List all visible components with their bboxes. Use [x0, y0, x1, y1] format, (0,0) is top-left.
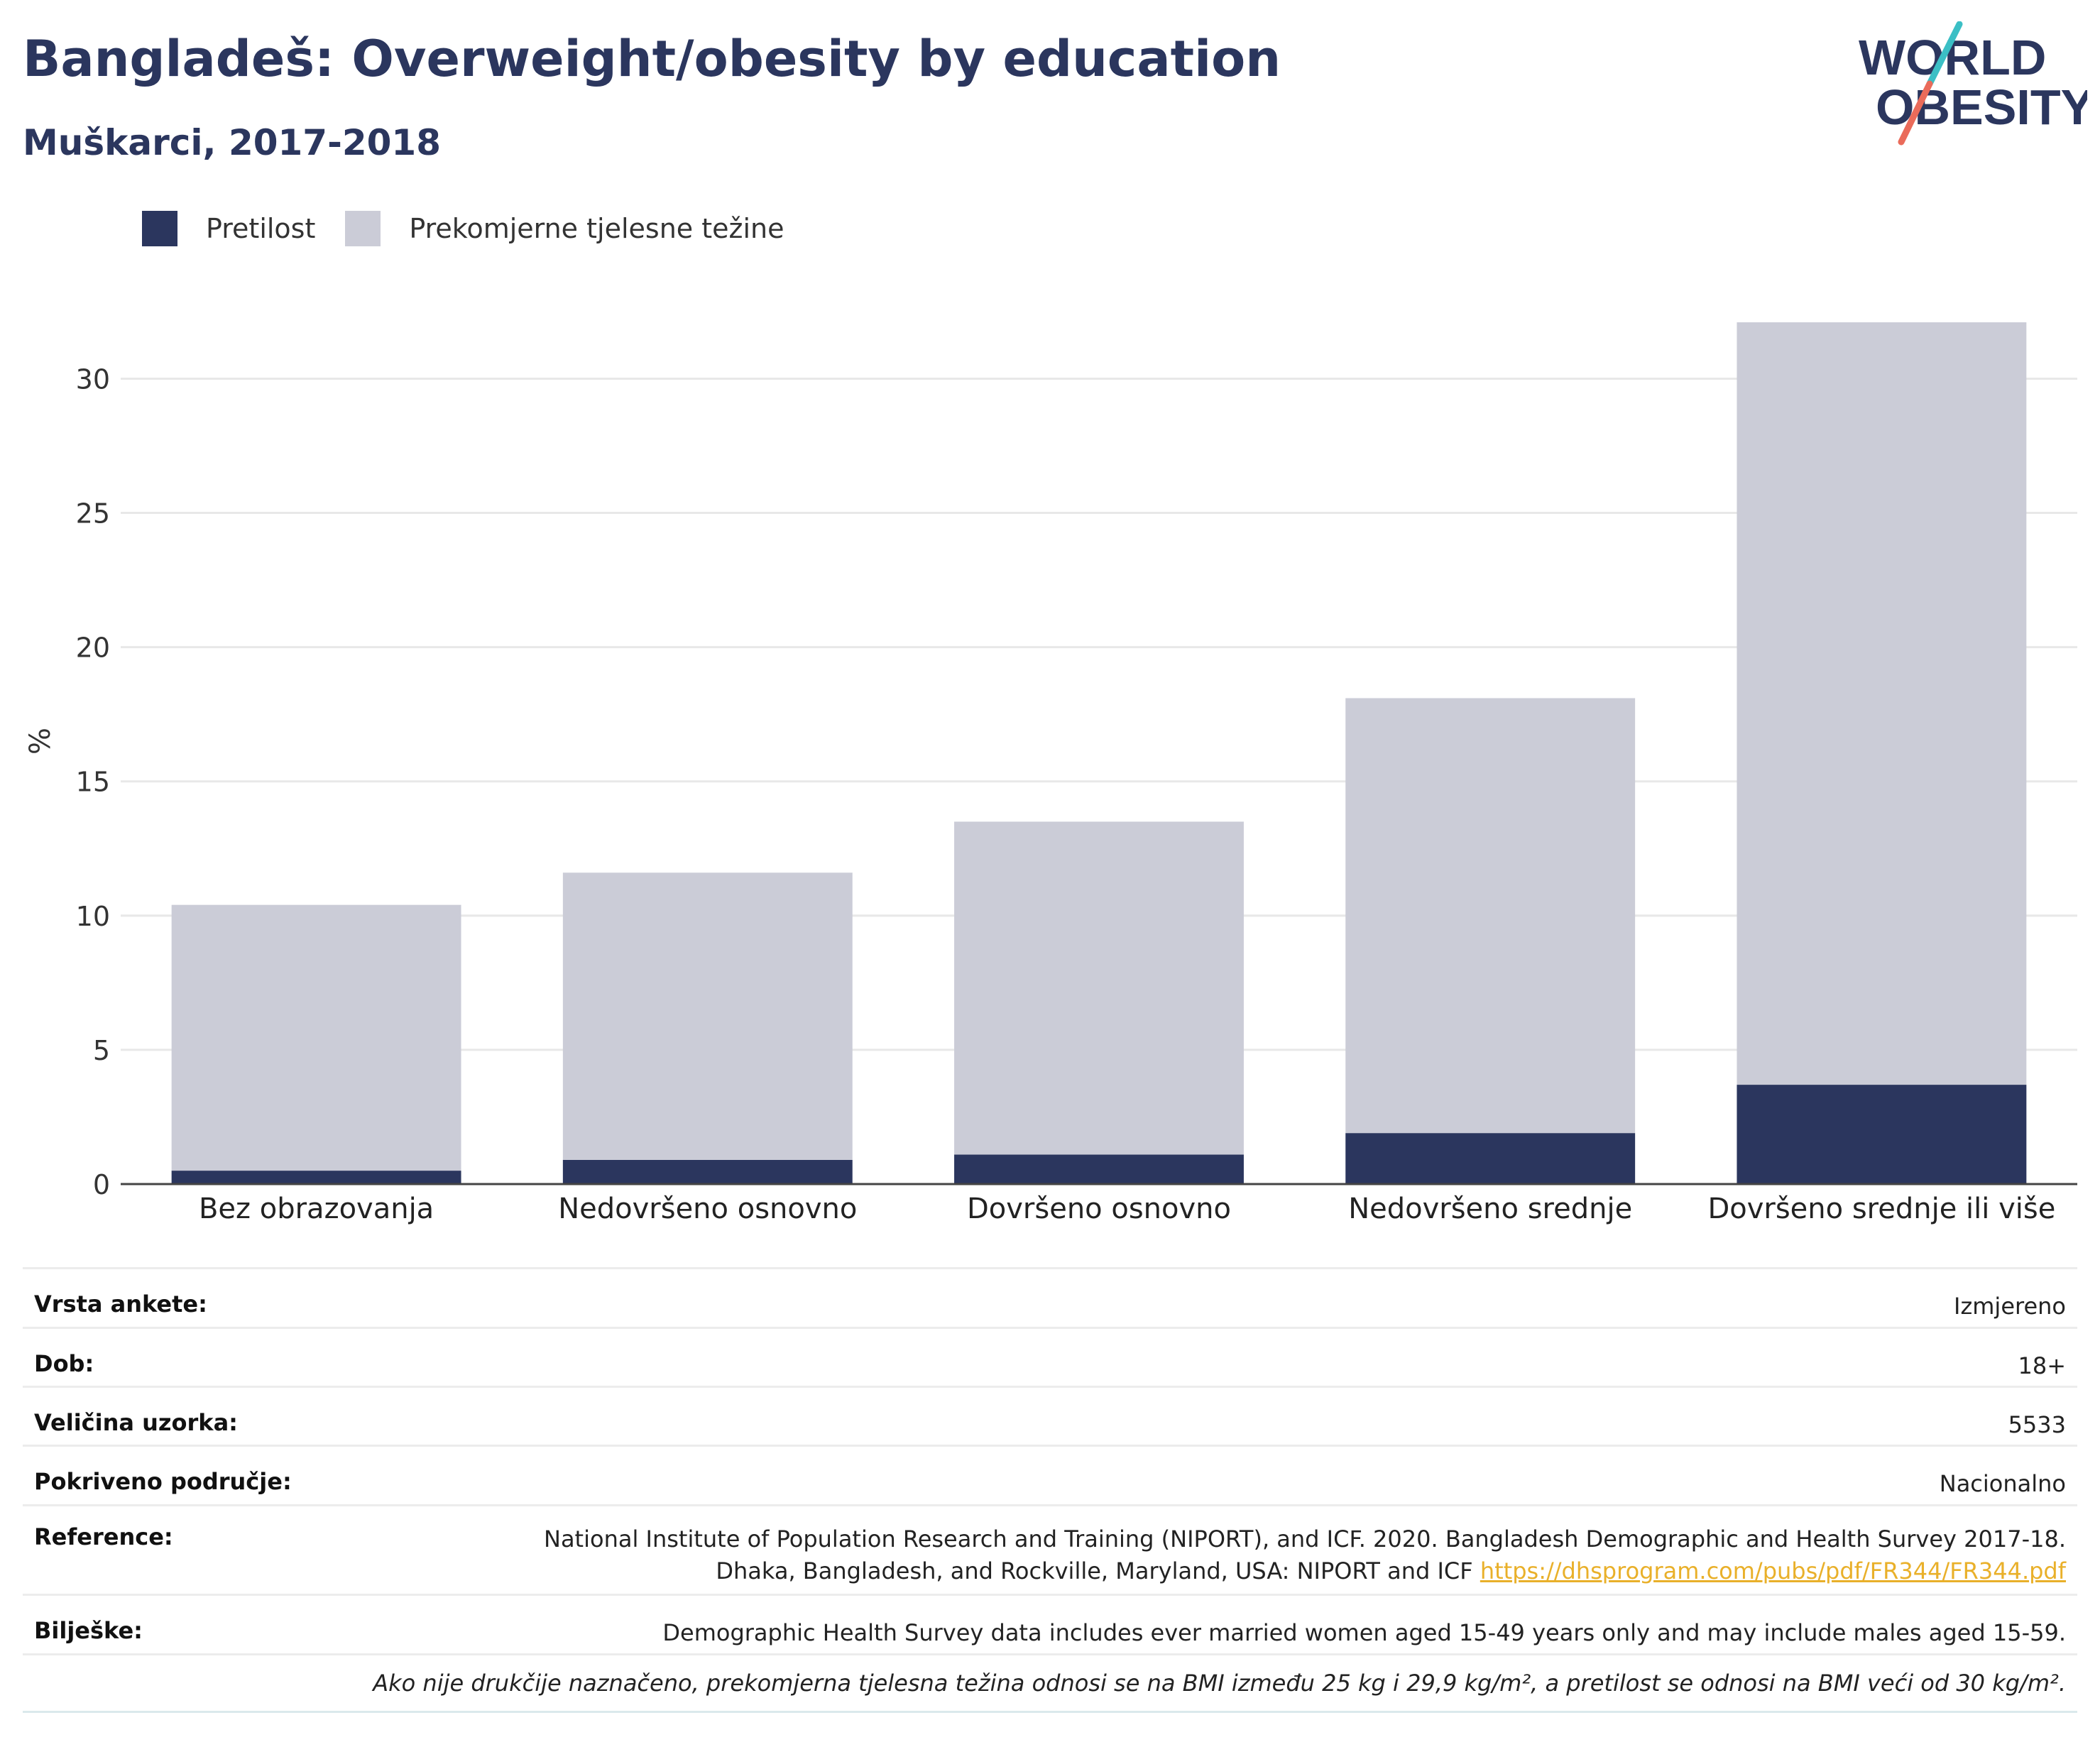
- reference-line-2: Dhaka, Bangladesh, and Rockville, Maryla…: [716, 1557, 1473, 1584]
- info-row-coverage: Pokriveno područje: Nacionalno: [23, 1445, 2077, 1504]
- info-value: 18+: [2018, 1352, 2066, 1379]
- bar-obesity: [1345, 1133, 1636, 1184]
- logo-slash-top: [1926, 21, 1963, 87]
- info-value: Izmjereno: [1954, 1293, 2066, 1320]
- info-row-age: Dob: 18+: [23, 1327, 2077, 1386]
- legend-swatch-overweight: [345, 211, 381, 246]
- bar-obesity: [1737, 1085, 2027, 1184]
- info-row-notes: Bilješke: Demographic Health Survey data…: [23, 1594, 2077, 1653]
- legend-label-obesity: Pretilost: [206, 213, 316, 244]
- bar-overweight: [954, 821, 1244, 1155]
- y-tick-label: 25: [76, 498, 110, 530]
- reference-line-1: National Institute of Population Researc…: [544, 1526, 2066, 1552]
- x-tick-label: Dovršeno osnovno: [967, 1193, 1231, 1225]
- info-key: Vrsta ankete:: [34, 1291, 207, 1318]
- bar-overweight: [562, 872, 853, 1160]
- info-key: Bilješke:: [34, 1617, 143, 1644]
- survey-info-table: Vrsta ankete: Izmjereno Dob: 18+ Veličin…: [23, 1267, 2077, 1713]
- footnote-row: Ako nije drukčije naznačeno, prekomjerna…: [23, 1653, 2077, 1713]
- chart-subtitle: Muškarci, 2017-2018: [23, 122, 442, 163]
- x-tick-label: Nedovršeno osnovno: [558, 1193, 857, 1225]
- info-row-reference: Reference: National Institute of Populat…: [23, 1504, 2077, 1594]
- info-key: Reference:: [34, 1523, 173, 1550]
- reference-text: National Institute of Population Researc…: [544, 1523, 2066, 1587]
- bar-overweight: [1737, 322, 2027, 1085]
- chart-legend: Pretilost Prekomjerne tjelesne težine: [142, 210, 814, 247]
- bar-obesity: [954, 1154, 1244, 1184]
- bar-obesity: [171, 1171, 461, 1184]
- bar-obesity: [562, 1159, 853, 1184]
- logo-slash-bottom: [1898, 80, 1933, 146]
- y-tick-label: 5: [93, 1035, 110, 1066]
- info-key: Pokriveno područje:: [34, 1468, 292, 1495]
- info-key: Dob:: [34, 1350, 94, 1377]
- y-tick-label: 10: [76, 901, 110, 932]
- footnote: Ako nije drukčije naznačeno, prekomjerna…: [373, 1670, 2066, 1697]
- x-tick-label: Nedovršeno srednje: [1348, 1193, 1632, 1225]
- info-value: Nacionalno: [1939, 1470, 2066, 1497]
- legend-item-obesity[interactable]: Pretilost: [142, 211, 315, 246]
- chart-title: Bangladeš: Overweight/obesity by educati…: [23, 30, 1281, 88]
- legend-label-overweight: Prekomjerne tjelesne težine: [409, 213, 784, 244]
- info-value: Demographic Health Survey data includes …: [662, 1619, 2066, 1646]
- y-axis-label: %: [24, 728, 57, 755]
- y-tick-label: 0: [93, 1169, 110, 1200]
- legend-swatch-obesity: [142, 211, 177, 246]
- world-obesity-logo: WORLD OBESITY: [1859, 21, 2087, 146]
- bar-chart: 0 5 10 15 20 25 30% Bez obrazovanja Nedovršeno o…: [24, 322, 2077, 1225]
- info-row-survey-type: Vrsta ankete: Izmjereno: [23, 1267, 2077, 1327]
- legend-item-overweight[interactable]: Prekomjerne tjelesne težine: [345, 211, 784, 246]
- x-tick-label: Dovršeno srednje ili više: [1707, 1193, 2055, 1225]
- info-value: 5533: [2008, 1411, 2066, 1438]
- bar-overweight: [1345, 698, 1636, 1134]
- bar-overweight: [171, 904, 461, 1171]
- y-tick-label: 15: [76, 767, 110, 798]
- reference-link[interactable]: https://dhsprogram.com/pubs/pdf/FR344/FR…: [1480, 1557, 2066, 1584]
- info-row-sample-size: Veličina uzorka: 5533: [23, 1386, 2077, 1445]
- x-tick-label: Bez obrazovanja: [199, 1193, 434, 1225]
- y-tick-label: 30: [76, 363, 110, 395]
- info-key: Veličina uzorka:: [34, 1409, 238, 1436]
- y-tick-label: 20: [76, 632, 110, 664]
